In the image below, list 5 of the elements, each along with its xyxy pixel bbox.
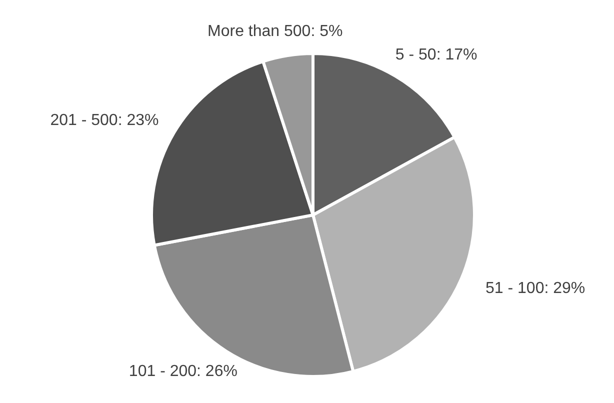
slice-label: 201 - 500: 23%	[50, 112, 159, 129]
slice-label: More than 500: 5%	[208, 22, 343, 40]
slice-label: 51 - 100: 29%	[486, 280, 586, 298]
slice-label: 5 - 50: 17%	[395, 46, 478, 64]
slice-label: 101 - 200: 26%	[128, 363, 238, 380]
